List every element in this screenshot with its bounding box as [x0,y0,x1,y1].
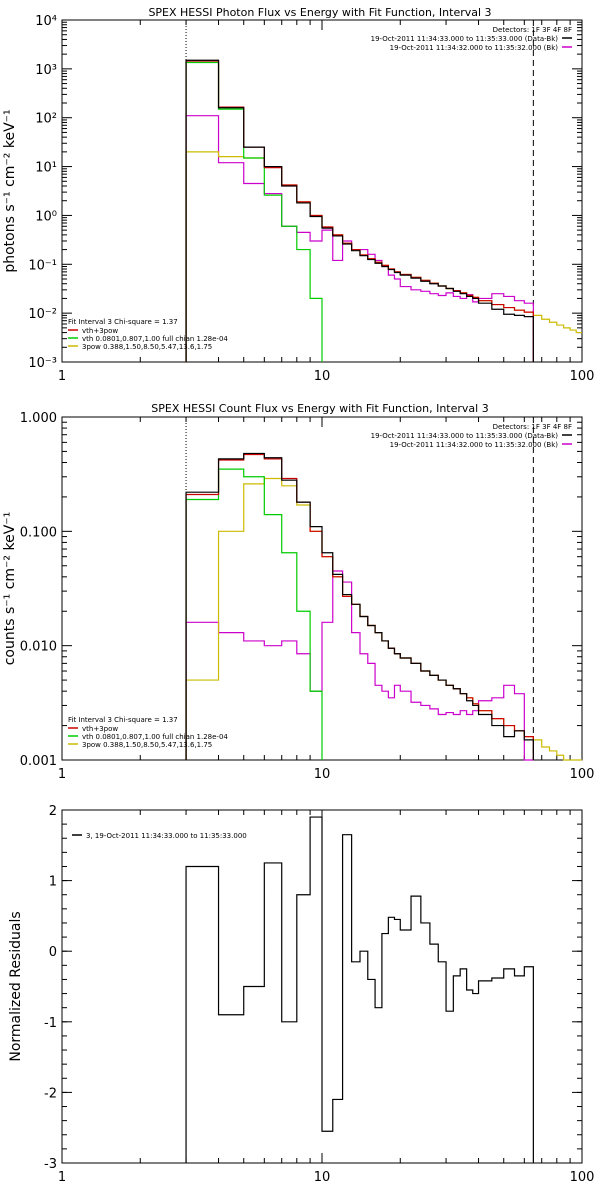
legend-entry: 19-Oct-2011 11:34:33.000 to 11:35:33.000… [371,432,559,440]
series-thermal_cut-line [310,297,323,362]
y-tick-label: 10³ [35,63,57,78]
y-tick-label: 10⁴ [35,14,57,29]
fit-legend-title: Fit Interval 3 Chi-square = 1.37 [68,318,178,326]
x-tick-label: 10 [314,1170,331,1185]
y-tick-label: 10⁻³ [28,356,57,371]
fit-legend-entry: vth 0.0801,0.807,1.00 full chian 1.28e-0… [82,335,228,343]
series-powerlaw-line [185,477,582,761]
photon-panel-title: SPEX HESSI Photon Flux vs Energy with Fi… [148,6,491,19]
y-tick-label: -3 [44,1157,57,1172]
y-tick-label: -2 [44,1086,57,1101]
fit-legend-entry: vth+3pow [82,327,118,335]
photon-flux-panel: SPEX HESSI Photon Flux vs Energy with Fi… [2,6,594,384]
y-axis-label: photons s⁻¹ cm⁻² keV⁻¹ [2,109,18,272]
fit-legend-entry: vth+3pow [82,725,118,733]
y-tick-label: 10⁰ [35,209,57,224]
y-tick-label: 0.100 [20,525,57,540]
y-tick-label: 10⁻¹ [28,258,57,273]
series-background-line [185,570,534,761]
x-tick-label: 100 [570,1170,595,1185]
y-tick-label: 10⁻² [28,307,57,322]
count-flux-panel: SPEX HESSI Count Flux vs Energy with Fit… [2,402,594,782]
legend-title: Detectors: 1F 3F 4F 8F [493,423,572,431]
y-tick-label: 10¹ [35,161,57,176]
legend-entry: 19-Oct-2011 11:34:32.000 to 11:35:32.000… [390,44,559,52]
series-total-line [185,60,534,362]
series-thermal-line [185,468,322,760]
y-tick-label: 1 [49,875,57,890]
residual-legend-entry: 3, 19-Oct-2011 11:34:33.000 to 11:35:33.… [86,832,247,840]
fit-legend-entry: 3pow 0.388,1.50,8.50,5.47,13.6,1.75 [82,741,212,749]
x-tick-label: 1 [58,369,66,384]
y-tick-label: 0.001 [20,754,57,769]
x-tick-label: 100 [570,369,595,384]
x-tick-label: 10 [314,767,331,782]
x-tick-label: 1 [58,1170,66,1185]
legend-title: Detectors: 1F 3F 4F 8F [493,26,572,34]
y-axis-label: counts s⁻¹ cm⁻² keV⁻¹ [2,512,18,666]
series-data-line [185,816,534,1163]
x-tick-label: 1 [58,767,66,782]
x-tick-label: 10 [314,369,331,384]
y-tick-label: 10² [35,112,57,127]
series-background-line [185,115,534,362]
series-data-line [185,452,534,760]
series-data-line [185,59,534,362]
series-thermal_cut-line [310,690,323,760]
count-panel-title: SPEX HESSI Count Flux vs Energy with Fit… [151,402,488,415]
legend-entry: 19-Oct-2011 11:34:33.000 to 11:35:33.000… [371,35,559,43]
legend-entry: 19-Oct-2011 11:34:32.000 to 11:35:32.000… [390,441,559,449]
y-tick-label: 0 [49,945,57,960]
y-axis-label: Normalized Residuals [8,911,24,1061]
y-tick-label: 1.000 [20,411,57,426]
fit-legend-entry: vth 0.0801,0.807,1.00 full chian 1.28e-0… [82,733,228,741]
y-tick-label: 2 [49,804,57,819]
y-tick-label: 0.010 [20,640,57,655]
series-thermal-line [185,61,322,362]
fit-legend-title: Fit Interval 3 Chi-square = 1.37 [68,716,178,724]
fit-legend-entry: 3pow 0.388,1.50,8.50,5.47,13.6,1.75 [82,343,212,351]
x-tick-label: 100 [570,767,595,782]
residuals-panel: 1 10 100 -3 -2 -1 0 1 2 Normalized Residuals 3, 19… [8,804,594,1185]
y-tick-label: -1 [44,1016,57,1031]
